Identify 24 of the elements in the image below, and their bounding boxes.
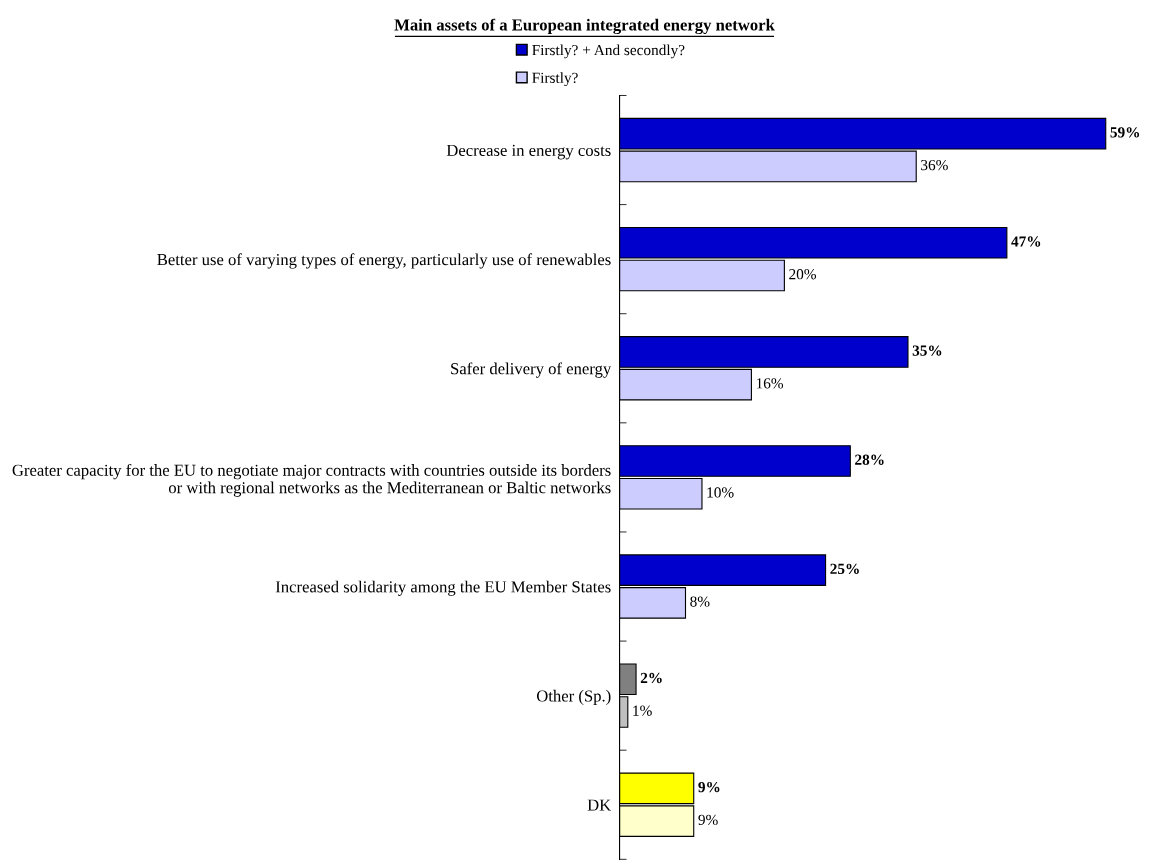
data-label: 35% (912, 345, 942, 356)
data-label: 16% (756, 378, 784, 389)
y-tick-label: Greater capacity for the EU to negotiate major contracts with countries outside its borders or with regional networks as the Mediterranean or Baltic networks (12, 463, 611, 497)
y-tick-label: DK (587, 799, 612, 811)
data-label: 9% (698, 781, 720, 793)
data-label: 28% (855, 454, 884, 465)
legend-label: Firstly? + And secondly? (532, 44, 685, 59)
data-label: 10% (707, 487, 734, 498)
y-tick-label: Other (Sp.) (536, 689, 611, 705)
y-tick-label: Better use of varying types of energy, particularly use of renewables (157, 253, 611, 269)
data-label: 36% (921, 159, 948, 171)
data-label: 25% (830, 563, 859, 575)
data-label: 20% (789, 269, 817, 280)
chart-title: Main assets of a European integrated energy network (394, 18, 775, 35)
data-label: 2% (640, 672, 662, 684)
y-tick-label: Decrease in energy costs (446, 144, 611, 160)
y-tick-label: Increased solidarity among the EU Member States (275, 580, 611, 596)
data-label: 1% (633, 705, 652, 716)
data-label: 9% (698, 814, 718, 825)
legend-label: Firstly? (532, 72, 578, 87)
data-label: 8% (690, 596, 710, 607)
data-label: 59% (1110, 127, 1140, 138)
data-label: 47% (1011, 236, 1041, 247)
y-tick-label: Safer delivery of energy (451, 362, 612, 378)
